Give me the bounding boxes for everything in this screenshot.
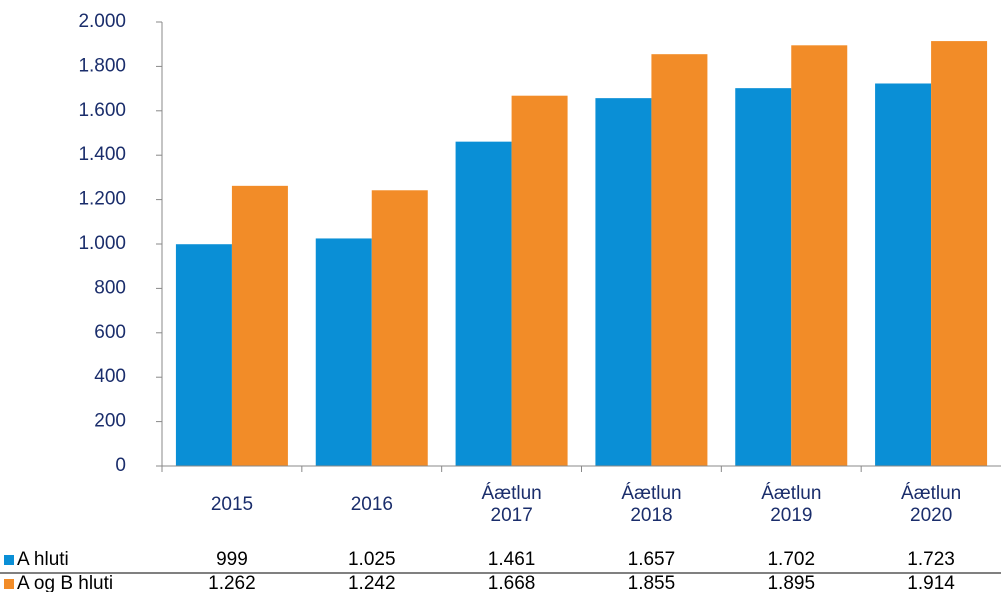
value-label: 1.855	[628, 573, 676, 592]
value-label: 1.702	[767, 549, 815, 570]
x-tick-label: 2016	[350, 494, 393, 515]
bar	[875, 83, 932, 466]
bar	[735, 88, 792, 466]
bar	[371, 190, 428, 466]
bar	[175, 244, 232, 466]
value-label: 1.025	[348, 549, 396, 570]
y-tick-label: 1.600	[78, 100, 126, 121]
y-tick-label: 800	[94, 277, 126, 298]
value-label: 1.242	[348, 573, 396, 592]
x-tick-label: Áætlun 2017	[481, 483, 542, 526]
legend-swatch	[4, 579, 14, 589]
y-tick-label: 1.800	[78, 55, 126, 76]
x-tick-label: 2015	[210, 494, 254, 515]
y-tick-label: 200	[94, 411, 126, 432]
legend-swatch	[4, 555, 14, 565]
legend-label: A hluti	[17, 549, 69, 570]
y-tick-label: 600	[94, 322, 126, 343]
x-tick-label: Áætlun 2020	[901, 483, 962, 526]
value-label: 1.262	[208, 573, 256, 592]
y-tick-label: 2.000	[78, 11, 126, 32]
y-tick-label: 0	[115, 455, 126, 476]
bar	[651, 54, 708, 466]
y-tick-label: 1.200	[78, 189, 126, 210]
bar	[455, 141, 512, 466]
bar	[791, 45, 848, 467]
bar	[511, 95, 568, 466]
y-tick-label: 1.400	[78, 144, 126, 165]
y-tick-label: 1.000	[78, 233, 126, 254]
y-tick-label: 400	[94, 366, 126, 387]
bar	[931, 41, 988, 466]
bar	[315, 238, 372, 466]
value-label: 1.723	[907, 549, 955, 570]
x-tick-label: Áætlun 2019	[761, 483, 822, 526]
x-tick-label: Áætlun 2018	[621, 483, 682, 526]
value-label: 1.914	[907, 573, 955, 592]
legend-label: A og B hluti	[17, 573, 113, 592]
bar	[595, 98, 652, 467]
bar	[231, 185, 288, 466]
value-label: 1.461	[488, 549, 536, 570]
value-label: 1.657	[628, 549, 676, 570]
value-label: 999	[216, 549, 248, 570]
value-label: 1.668	[488, 573, 536, 592]
value-label: 1.895	[767, 573, 815, 592]
